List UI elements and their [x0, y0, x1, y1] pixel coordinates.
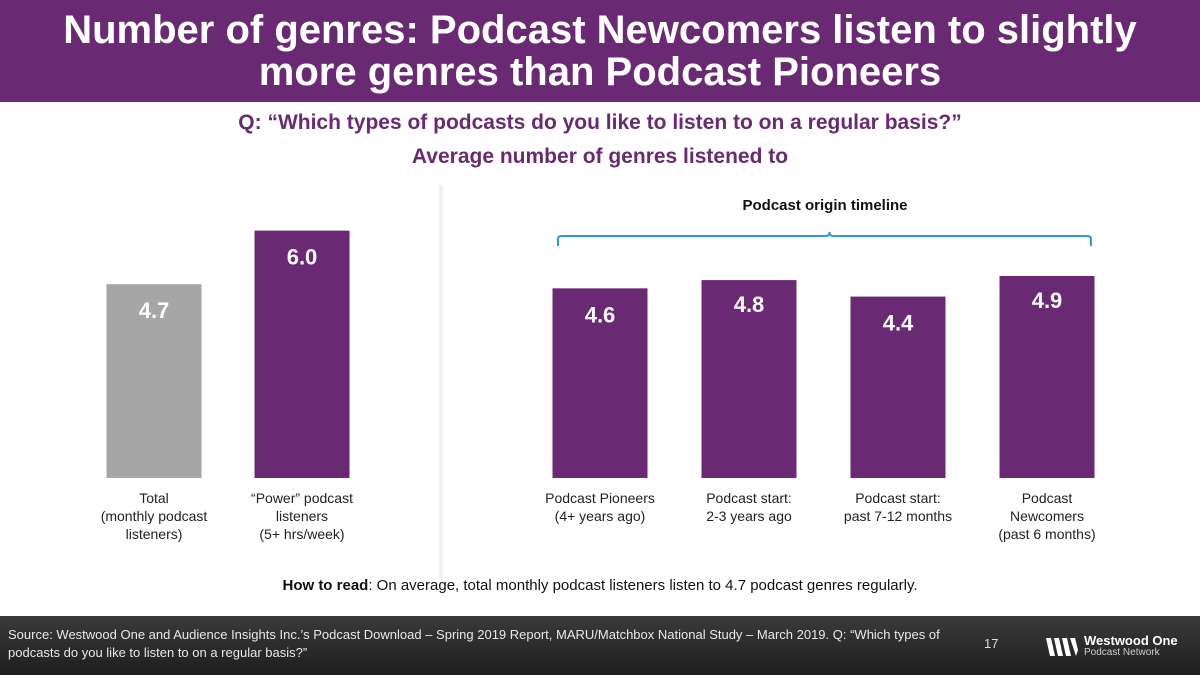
bar-3: [552, 288, 648, 478]
bar-value-label-2: 6.0: [287, 245, 318, 270]
bar-value-label-4: 4.8: [734, 292, 765, 317]
westwood-logo-icon: [1046, 638, 1078, 656]
source-note: Source: Westwood One and Audience Insigh…: [8, 627, 940, 660]
category-label-5: Podcast start: past 7-12 months: [843, 490, 953, 524]
bar-1: [106, 284, 202, 478]
bar-value-label-6: 4.9: [1032, 288, 1063, 313]
timeline-label: Podcast origin timeline: [742, 197, 908, 214]
bar-value-label-1: 4.7: [139, 298, 170, 323]
category-label-1: Total (monthly podcast listeners): [100, 490, 208, 542]
category-label-6: Podcast Newcomers (past 6 months): [998, 490, 1096, 542]
survey-question: Q: “Which types of podcasts do you like …: [238, 111, 962, 134]
logo-name: Westwood One: [1084, 633, 1178, 648]
slide-title: Number of genres: Podcast Newcomers list…: [63, 8, 1137, 94]
bar-6: [999, 275, 1095, 478]
title-bar: Number of genres: Podcast Newcomers list…: [0, 0, 1200, 102]
category-label-3: Podcast Pioneers (4+ years ago): [545, 490, 655, 524]
bar-value-label-3: 4.6: [585, 302, 616, 327]
category-label-2: “Power” podcast listeners (5+ hrs/week): [251, 490, 353, 542]
bar-4: [701, 280, 797, 478]
bar-5: [850, 296, 946, 478]
how-to-read-text: : On average, total monthly podcast list…: [368, 577, 918, 594]
panel-divider: [438, 185, 444, 580]
page-number: 17: [984, 636, 999, 651]
timeline-bracket: [557, 231, 1092, 246]
chart-subtitle: Average number of genres listened to: [411, 145, 789, 168]
category-label-4: Podcast start: 2-3 years ago: [706, 490, 792, 524]
bar-value-label-5: 4.4: [883, 311, 914, 336]
westwood-one-logo: Westwood One Podcast Network: [1046, 632, 1194, 662]
bar-2: [254, 230, 350, 478]
how-to-read: How to read: On average, total monthly p…: [0, 577, 1200, 594]
logo-subtitle: Podcast Network: [1084, 647, 1160, 658]
footer: Source: Westwood One and Audience Insigh…: [0, 616, 1200, 675]
how-to-read-label: How to read: [282, 577, 369, 594]
